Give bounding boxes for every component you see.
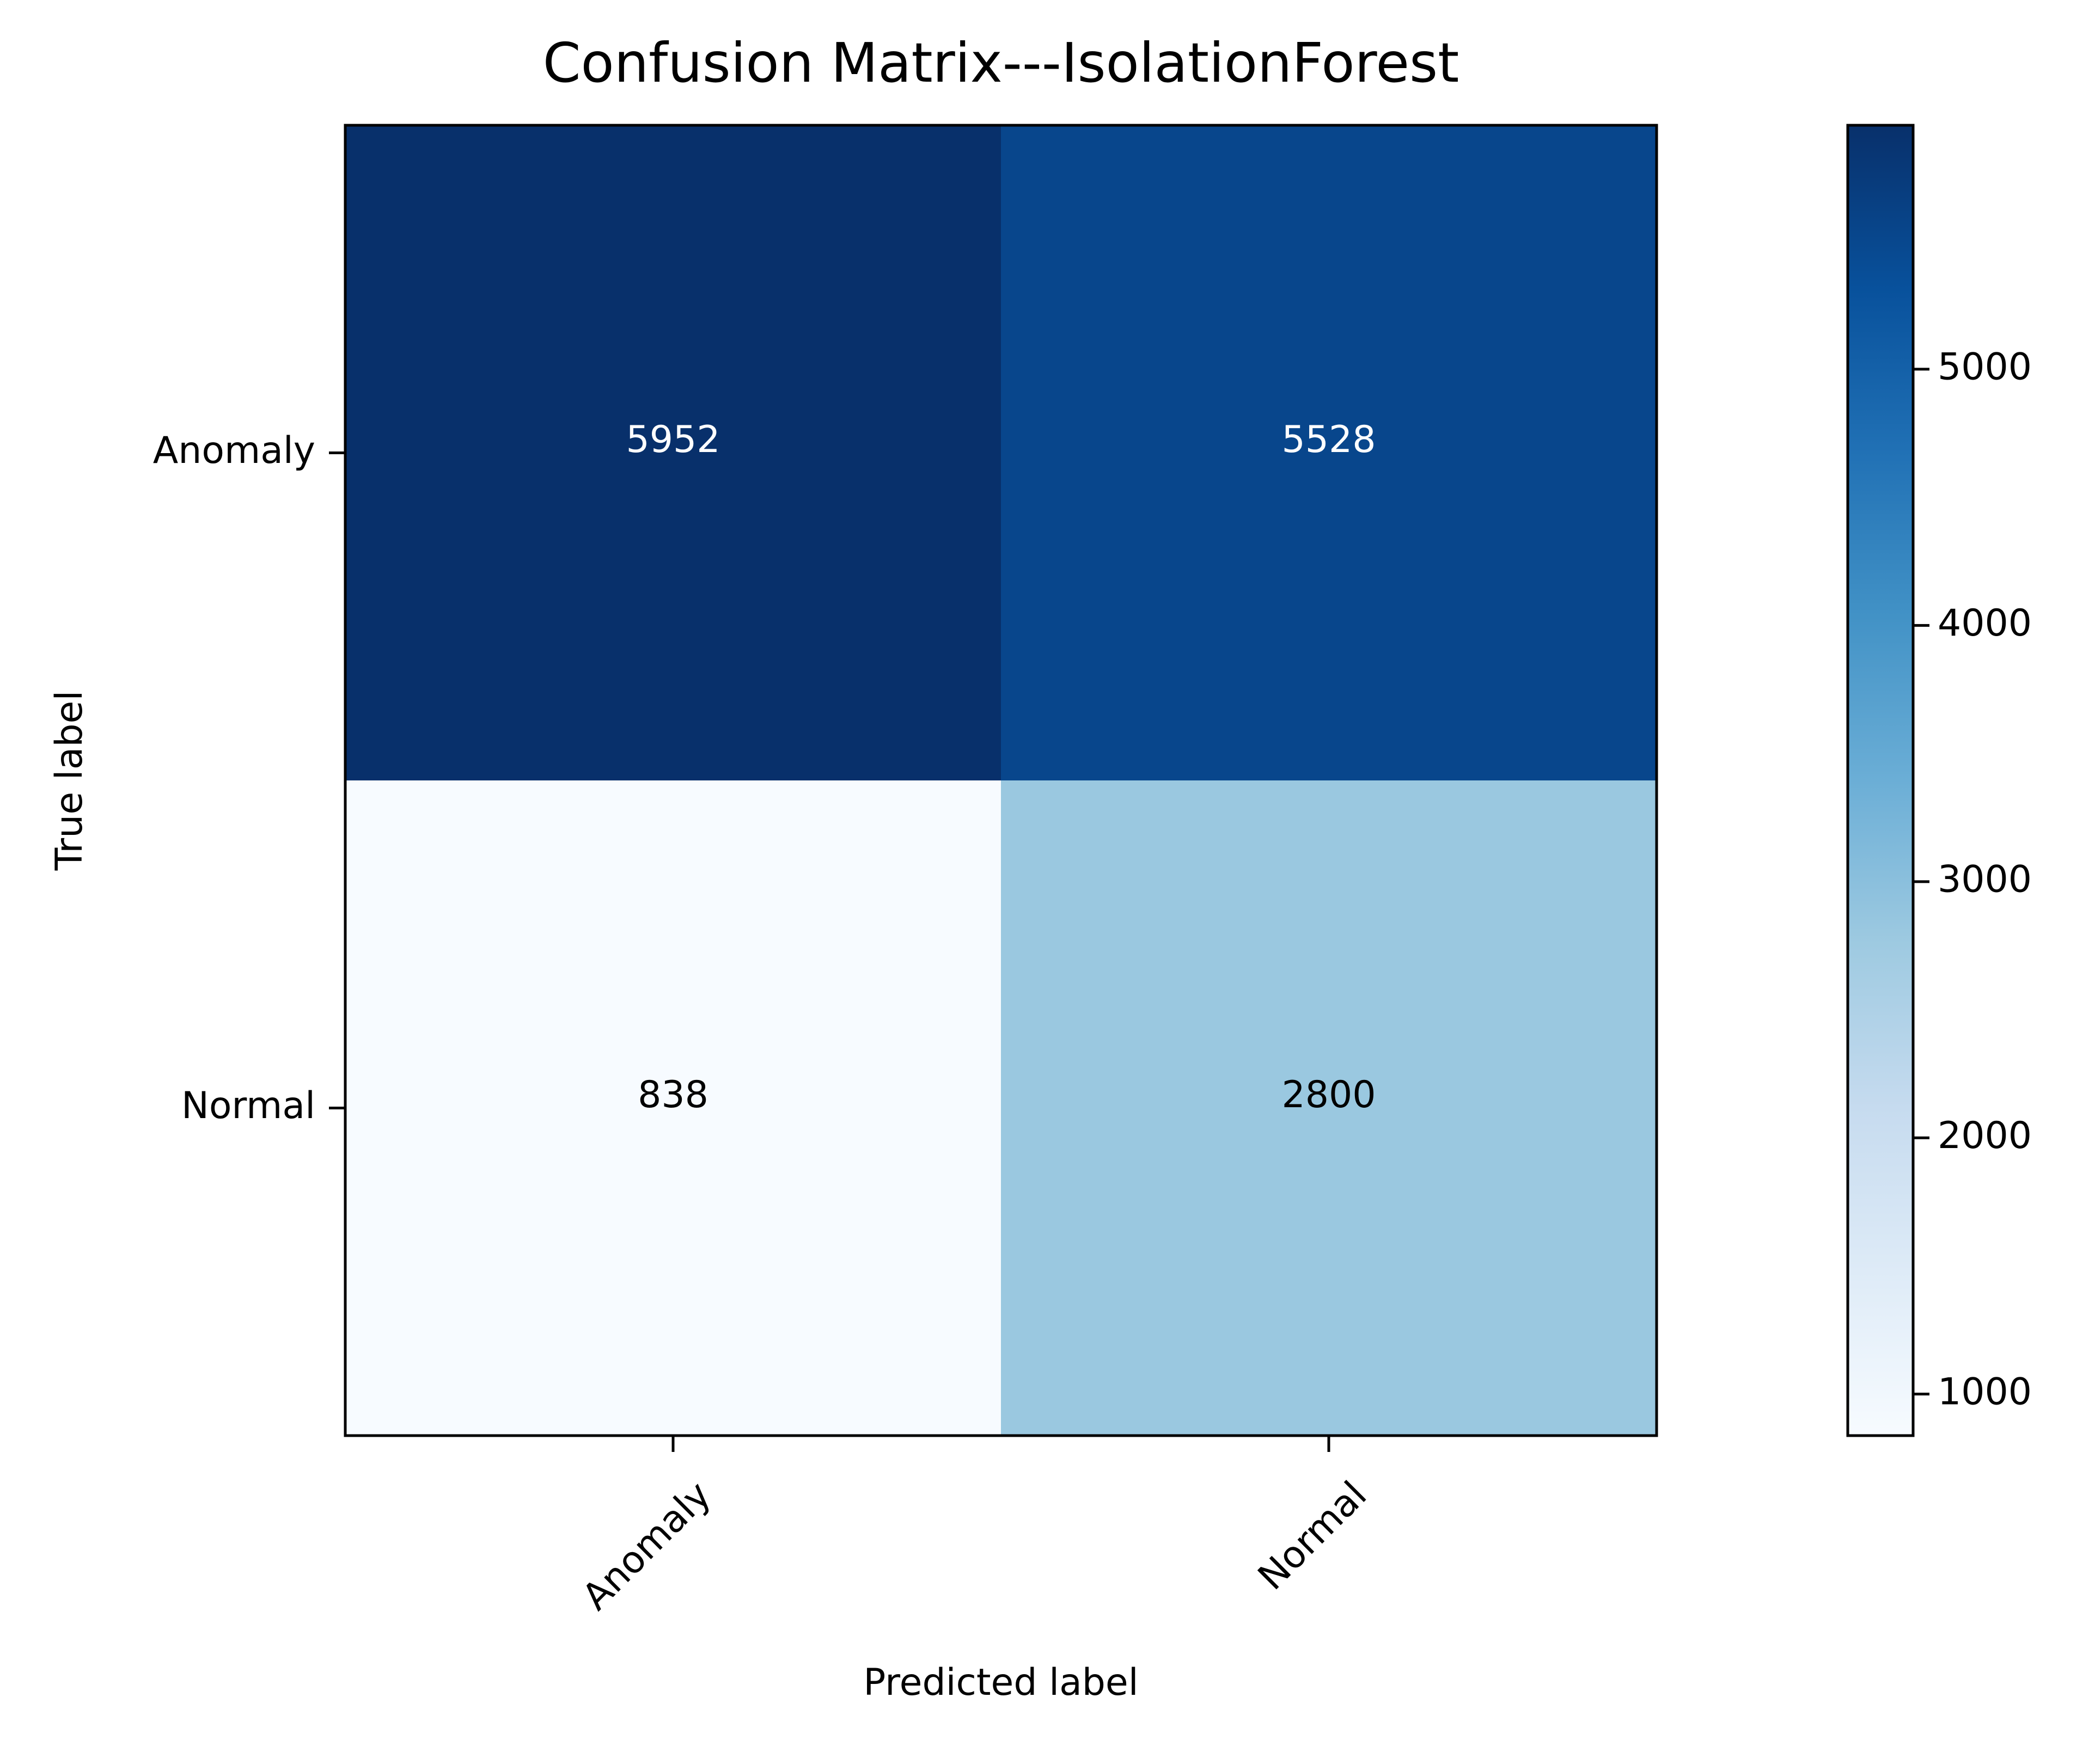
cell-value-labels: 5952 5528 838 2800	[626, 418, 1376, 1116]
cell-value-label: 838	[638, 1073, 708, 1116]
colorbar-tick-label: 1000	[1938, 1370, 2032, 1413]
colorbar-tick-label: 5000	[1938, 345, 2032, 388]
cell-value-label: 2800	[1281, 1073, 1376, 1116]
heatmap-cells	[345, 125, 1657, 1436]
colorbar-tick-label: 2000	[1938, 1114, 2032, 1157]
y-axis-ticks: Anomaly Normal	[153, 429, 345, 1127]
chart-title: Confusion Matrix---IsolationForest	[543, 31, 1459, 95]
x-axis-ticks: Anomaly Normal	[574, 1436, 1375, 1619]
heatmap-cell	[345, 780, 1001, 1436]
colorbar-ticks: 1000 2000 3000 4000 5000	[1913, 345, 2032, 1413]
cell-value-label: 5528	[1281, 418, 1376, 461]
x-tick-label: Anomaly	[574, 1473, 719, 1619]
colorbar-tick-label: 4000	[1938, 602, 2032, 645]
plot-frame	[344, 124, 1658, 1437]
y-tick-label: Normal	[181, 1084, 315, 1127]
cell-value-label: 5952	[626, 418, 720, 461]
y-tick-label: Anomaly	[153, 429, 315, 472]
colorbar	[1846, 124, 1915, 1437]
heatmap-cell	[345, 125, 1001, 781]
colorbar-tick-label: 3000	[1938, 858, 2032, 901]
heatmap-cell	[1001, 125, 1657, 781]
heatmap-cell	[1001, 780, 1657, 1436]
y-axis-label: True label	[48, 691, 91, 871]
x-tick-label: Normal	[1250, 1473, 1375, 1598]
x-axis-label: Predicted label	[863, 1661, 1138, 1704]
